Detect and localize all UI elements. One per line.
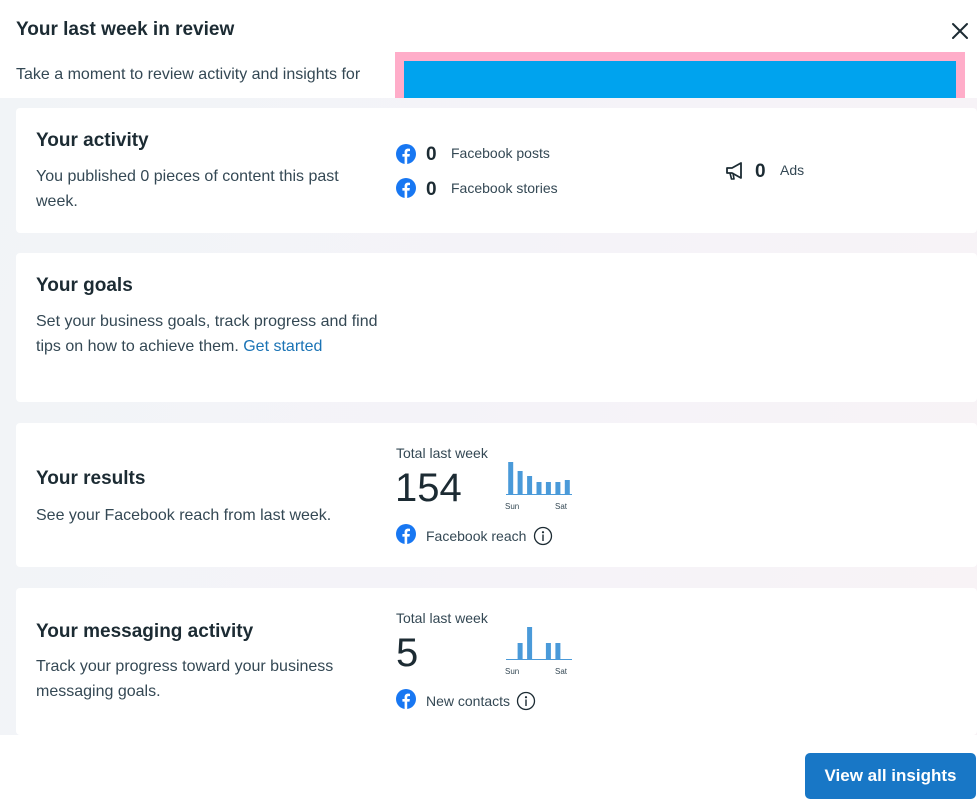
contacts-bar-tue bbox=[527, 627, 533, 659]
contacts-bar-mon bbox=[517, 643, 523, 659]
megaphone-icon bbox=[726, 162, 742, 180]
reach-sparkline bbox=[506, 462, 572, 495]
reach-chart-start-label: Sun bbox=[505, 502, 520, 511]
contacts-chart-start-label: Sun bbox=[505, 667, 520, 676]
contacts-bar-thu bbox=[545, 643, 551, 659]
reach-bar-thu bbox=[545, 482, 551, 494]
results-description: See your Facebook reach from last week. bbox=[36, 507, 332, 524]
reach-bar-tue bbox=[527, 476, 533, 494]
messaging-title: Your messaging activity bbox=[36, 621, 254, 642]
facebook-icon bbox=[396, 689, 416, 709]
messaging-description: Track your progress toward your business… bbox=[36, 658, 334, 700]
posts-count: 0 bbox=[426, 144, 437, 165]
facebook-icon bbox=[396, 524, 416, 544]
close-icon bbox=[952, 23, 968, 39]
activity-title: Your activity bbox=[36, 130, 149, 151]
view-all-insights-button[interactable]: View all insights bbox=[805, 753, 976, 799]
goals-description-text: Set your business goals, track progress … bbox=[36, 313, 378, 355]
results-total-value: 154 bbox=[395, 466, 462, 510]
reach-metric-label: Facebook reach bbox=[426, 528, 527, 544]
reach-chart-end-label: Sat bbox=[555, 502, 568, 511]
close-button[interactable] bbox=[948, 19, 972, 43]
info-icon[interactable] bbox=[533, 526, 553, 546]
modal-title: Your last week in review bbox=[16, 19, 235, 40]
stories-label: Facebook stories bbox=[451, 180, 558, 196]
goals-description: Set your business goals, track progress … bbox=[36, 309, 381, 359]
reach-bar-wed bbox=[536, 482, 542, 494]
contacts-metric-label: New contacts bbox=[426, 693, 511, 709]
modal-subtitle: Take a moment to review activity and ins… bbox=[16, 66, 361, 83]
reach-bar-mon bbox=[517, 471, 523, 494]
stories-count: 0 bbox=[426, 179, 437, 200]
info-icon[interactable] bbox=[516, 691, 536, 711]
get-started-link[interactable]: Get started bbox=[243, 338, 323, 355]
messaging-card: Your messaging activity Track your progr… bbox=[16, 588, 977, 735]
contacts-chart-end-label: Sat bbox=[555, 667, 568, 676]
goals-card: Your goals Set your business goals, trac… bbox=[16, 253, 977, 402]
goals-title: Your goals bbox=[36, 275, 133, 296]
results-title: Your results bbox=[36, 468, 146, 489]
ads-label: Ads bbox=[780, 162, 805, 178]
activity-description: You published 0 pieces of content this p… bbox=[36, 168, 339, 210]
messaging-total-value: 5 bbox=[396, 631, 419, 675]
ads-count: 0 bbox=[755, 161, 766, 182]
facebook-icon bbox=[396, 144, 416, 164]
results-total-label: Total last week bbox=[396, 445, 488, 461]
contacts-baseline bbox=[506, 659, 572, 660]
facebook-icon bbox=[396, 178, 416, 198]
activity-card: Your activity You published 0 pieces of … bbox=[16, 108, 977, 233]
reach-bar-fri bbox=[555, 482, 561, 494]
reach-baseline bbox=[506, 494, 572, 495]
messaging-total-label: Total last week bbox=[396, 610, 488, 626]
reach-bar-sun bbox=[508, 462, 514, 494]
new-contacts-sparkline bbox=[506, 627, 572, 660]
reach-bar-sat bbox=[564, 480, 570, 494]
posts-label: Facebook posts bbox=[451, 145, 550, 161]
contacts-bar-fri bbox=[555, 643, 561, 659]
results-card: Your results See your Facebook reach fro… bbox=[16, 423, 977, 567]
